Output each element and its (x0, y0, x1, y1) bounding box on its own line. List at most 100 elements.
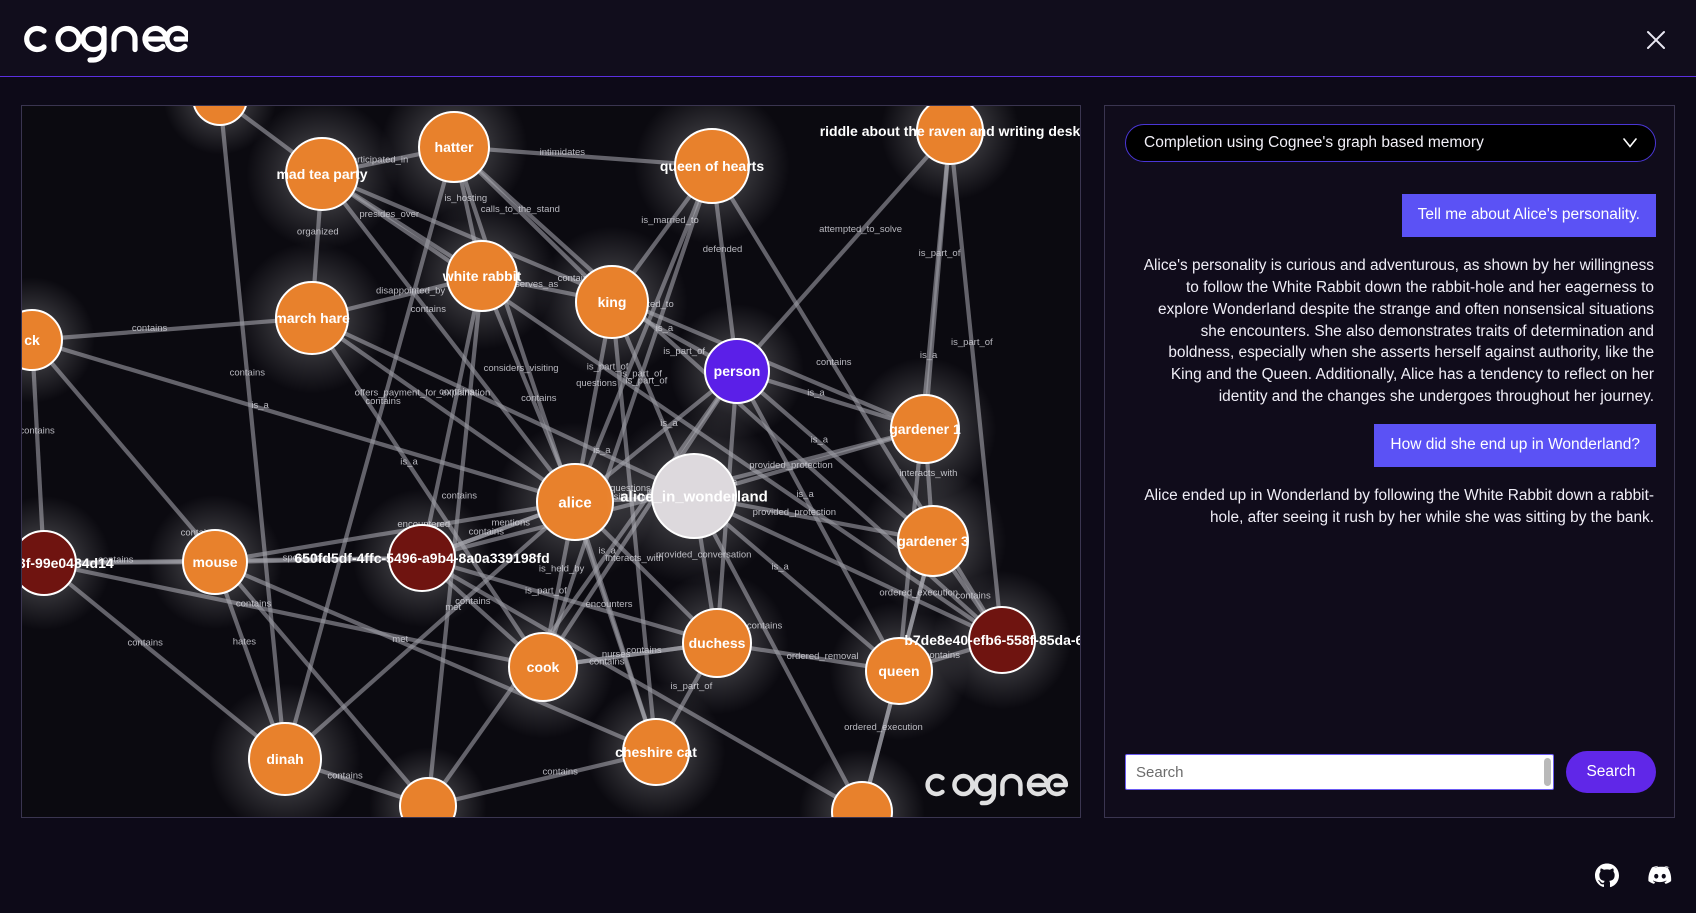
graph-node[interactable] (968, 606, 1036, 674)
chat-message-assistant: Alice's personality is curious and adven… (1143, 256, 1654, 406)
discord-icon[interactable] (1646, 862, 1674, 895)
github-icon[interactable] (1594, 863, 1620, 894)
graph-node[interactable] (193, 106, 247, 126)
graph-edge-label: is_a (807, 387, 825, 398)
graph-edge-label: questions (576, 378, 617, 389)
chat-panel: Completion using Cognee's graph based me… (1104, 105, 1675, 818)
graph-visualization-panel[interactable]: participated_inorganizedpresides_overcal… (21, 105, 1081, 818)
graph-edge-label: is_a (811, 434, 829, 445)
search-button[interactable]: Search (1566, 751, 1656, 793)
graph-node-label: cheshire cat (615, 744, 697, 760)
graph-node[interactable] (446, 240, 518, 312)
graph-node[interactable] (916, 106, 984, 165)
chat-message-user: Tell me about Alice's personality. (1401, 194, 1656, 237)
graph-edge (31, 337, 576, 505)
graph-node[interactable] (285, 137, 359, 211)
graph-node-label: alice (558, 494, 591, 511)
chat-message-list[interactable]: Tell me about Alice's personality. Alice'… (1119, 178, 1662, 738)
graph-node-label: ac3-aa3f-99e0484d14 (22, 555, 114, 571)
graph-edge-label: is_a (771, 562, 789, 573)
graph-edge-label: contains (442, 491, 478, 502)
graph-node[interactable] (388, 524, 456, 592)
graph-edge-label: is_a (920, 350, 938, 361)
graph-node[interactable] (682, 608, 752, 678)
graph-node-label: queen (878, 663, 919, 679)
graph-node[interactable] (508, 632, 578, 702)
search-row: Search (1125, 749, 1656, 795)
graph-edge-label: attempted_to_solve (819, 224, 902, 235)
close-icon[interactable] (1636, 20, 1676, 60)
graph-edge-label: contains (132, 323, 168, 334)
graph-node-label: person (714, 363, 761, 379)
chevron-down-icon[interactable] (1623, 136, 1637, 150)
graph-node[interactable] (890, 394, 960, 464)
graph-node-label: cook (527, 659, 560, 675)
search-input[interactable] (1125, 754, 1554, 790)
graph-edge-label: contains (128, 637, 164, 648)
app-header (0, 0, 1696, 77)
graph-node[interactable] (831, 781, 893, 818)
graph-node-label: 650fd5df-4ffc-5496-a9b4-8a0a339198fd (294, 550, 549, 566)
completion-mode-select[interactable]: Completion using Cognee's graph based me… (1125, 124, 1656, 162)
graph-node-label: king (598, 294, 627, 310)
graph-node[interactable] (575, 265, 649, 339)
completion-mode-label: Completion using Cognee's graph based me… (1144, 134, 1484, 151)
search-input-wrap (1125, 754, 1554, 790)
graph-node[interactable] (399, 777, 457, 818)
graph-edge-label: contains (543, 767, 579, 778)
graph-edge-label: hates (233, 637, 256, 648)
graph-node[interactable] (275, 281, 349, 355)
graph-edge-label: calls_to_the_stand (481, 204, 560, 215)
graph-node[interactable] (651, 453, 737, 539)
graph-node-label-layer: mad tea party hatter queen of hearts riddle… (22, 123, 1081, 767)
graph-node[interactable] (248, 722, 322, 796)
graph-node[interactable] (22, 530, 77, 596)
chat-message-assistant: Alice ended up in Wonderland by followin… (1144, 486, 1654, 526)
graph-edge-label: is_part_of (951, 337, 993, 348)
graph-edge-label: considers_visiting (484, 363, 559, 374)
graph-edge-label: is_part_of (919, 248, 961, 259)
graph-edge-label: nurses (602, 649, 631, 660)
graph-edge-label: is_part_of (626, 375, 668, 386)
graph-edge-label: contains (626, 645, 662, 656)
graph-node[interactable] (622, 718, 690, 786)
graph-node[interactable] (865, 637, 933, 705)
graph-edge-label: is_a (796, 489, 814, 500)
knowledge-graph-canvas[interactable]: participated_inorganizedpresides_overcal… (22, 106, 1081, 818)
graph-node-label: hatter (435, 139, 474, 155)
graph-edge-label: offers_payment_for_explanation (355, 387, 491, 398)
graph-node-label: mouse (192, 554, 237, 570)
graph-node[interactable] (182, 529, 248, 595)
graph-edge-label: contains (230, 368, 266, 379)
graph-edge (218, 106, 288, 760)
graph-node-layer[interactable] (22, 106, 1072, 818)
graph-node[interactable] (22, 309, 63, 371)
graph-node-label: ck (24, 332, 40, 348)
graph-node-glow (163, 106, 277, 155)
graph-edge-label: is_part_of (525, 586, 567, 597)
graph-edge-label: contains (22, 426, 55, 437)
graph-edge (541, 165, 714, 668)
cognee-logo (18, 11, 188, 67)
graph-edge-label: contains (439, 386, 475, 397)
graph-node-label: duchess (689, 635, 746, 651)
graph-edge-label: contains (469, 526, 505, 537)
graph-node[interactable] (704, 338, 770, 404)
graph-edge-label: met (392, 634, 408, 645)
graph-edge-label: intimidates (540, 147, 586, 158)
graph-node-label: march hare (274, 310, 350, 326)
graph-node-label: queen of hearts (660, 158, 764, 174)
graph-edge-label: contains (521, 393, 557, 404)
graph-edge-label: encounters (586, 599, 633, 610)
graph-node-label: alice_in_wonderland (620, 488, 768, 505)
graph-node[interactable] (674, 128, 750, 204)
graph-node[interactable] (418, 111, 490, 183)
graph-node-label: gardener 3 (897, 533, 969, 549)
graph-node-label: b7de8e40-efb6-558f-85da-63b (904, 632, 1081, 648)
chat-message-user: How did she end up in Wonderland? (1374, 424, 1656, 467)
graph-edge (43, 560, 544, 670)
graph-node-label: riddle about the raven and writing desk (820, 123, 1081, 139)
graph-edge-label: contains (816, 357, 852, 368)
graph-edge-label: spoke_to (283, 552, 322, 563)
graph-node[interactable] (897, 505, 969, 577)
